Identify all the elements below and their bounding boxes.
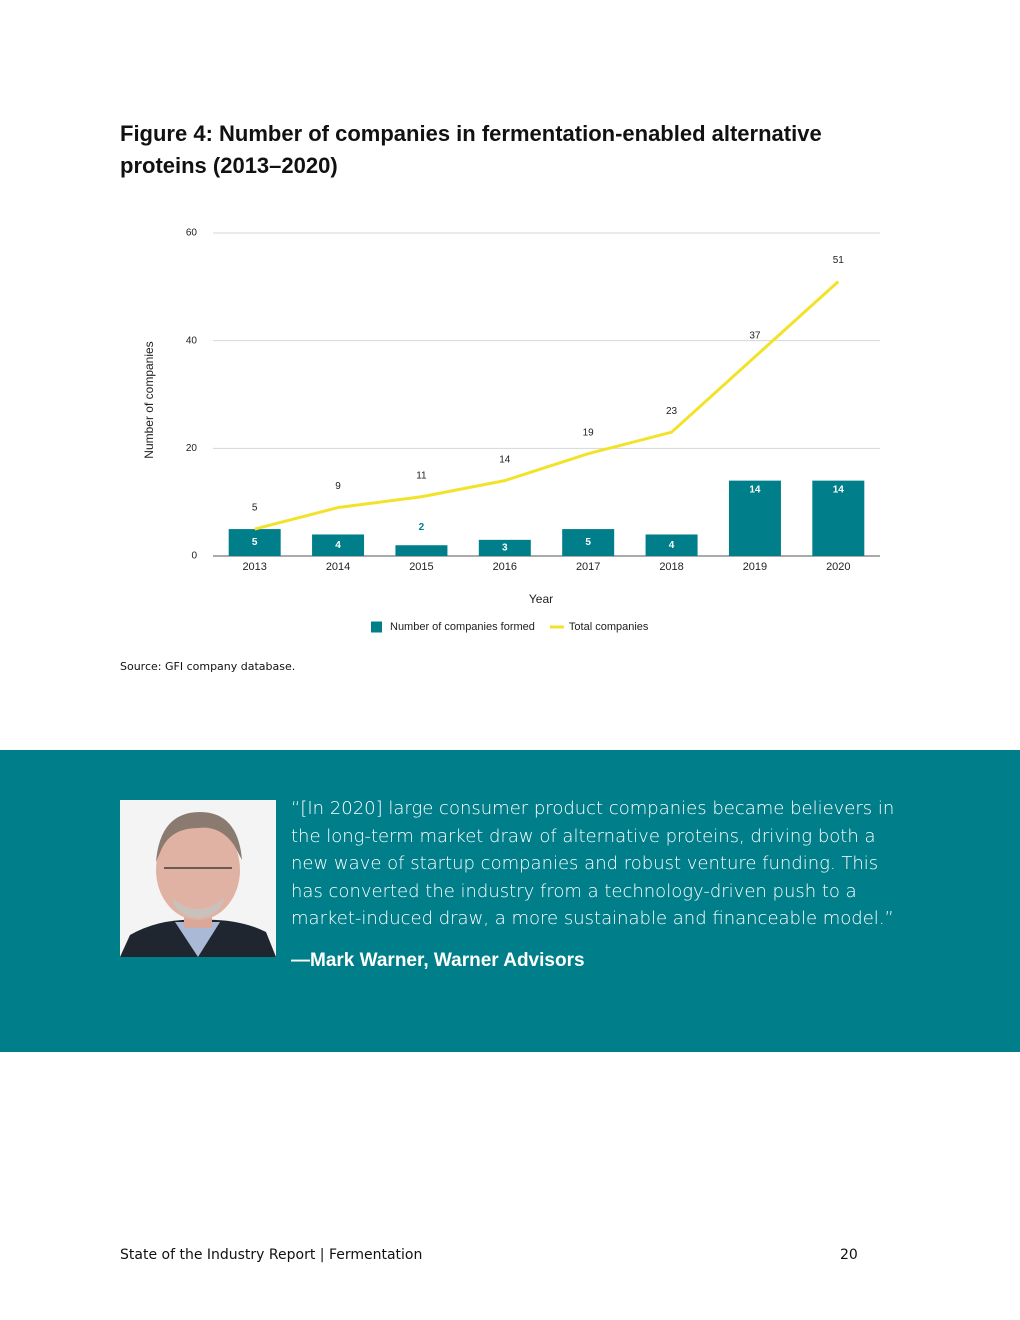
bar (645, 534, 698, 556)
bar-value-label: 2 (419, 522, 425, 533)
line-value-label: 14 (499, 454, 511, 465)
line-value-label: 5 (252, 503, 258, 514)
x-tick-label: 2018 (659, 561, 683, 573)
x-tick-label: 2014 (326, 561, 350, 573)
line-value-label: 51 (833, 255, 845, 266)
bar (562, 529, 615, 556)
line-value-label: 9 (335, 481, 341, 492)
page-number: 20 (840, 1247, 858, 1263)
bar (395, 545, 448, 556)
line-value-label: 19 (583, 427, 595, 438)
bar-value-label: 5 (585, 537, 591, 548)
bar-value-label: 14 (833, 484, 845, 495)
x-tick-label: 2019 (743, 561, 767, 573)
y-axis-label: Number of companies (142, 341, 156, 458)
line-value-label: 11 (416, 470, 427, 481)
legend-swatch (371, 621, 382, 633)
chart: Number of companies Year 0 20 40 60 2013 2014… (142, 228, 880, 633)
portrait-photo (120, 800, 276, 957)
bar (478, 539, 531, 556)
figure-title: Figure 4: Number of companies in ferment… (120, 121, 822, 178)
x-tick-label: 2017 (576, 561, 600, 573)
x-axis-label: Year (529, 592, 553, 606)
bar-value-label: 3 (502, 543, 508, 554)
bar-value-label: 5 (252, 537, 258, 548)
y-tick-label: 20 (186, 443, 198, 454)
line-value-label: 37 (749, 330, 761, 341)
bar-value-label: 4 (335, 540, 341, 551)
legend-label: Number of companies formed (390, 621, 535, 633)
x-tick-label: 2013 (242, 561, 266, 573)
line-value-label: 23 (666, 406, 678, 417)
bar (228, 529, 281, 556)
x-tick-label: 2020 (826, 561, 850, 573)
quote-attribution: —Mark Warner, Warner Advisors (291, 950, 585, 971)
y-tick-label: 0 (191, 551, 197, 562)
y-tick-label: 60 (186, 228, 198, 239)
quote-text: “[In 2020] large consumer product compan… (291, 798, 895, 929)
bar (312, 534, 365, 556)
footer-title: State of the Industry Report | Fermentat… (120, 1247, 423, 1263)
bar (728, 480, 781, 556)
line-series (254, 280, 840, 531)
y-tick-label: 40 (186, 335, 198, 346)
bar-value-label: 14 (749, 484, 761, 495)
x-tick-label: 2015 (409, 561, 433, 573)
legend-label: Total companies (569, 621, 649, 633)
bar-value-label: 4 (669, 540, 675, 551)
x-tick-label: 2016 (493, 561, 517, 573)
bar (812, 480, 865, 556)
source-note: Source: GFI company database. (120, 660, 296, 673)
